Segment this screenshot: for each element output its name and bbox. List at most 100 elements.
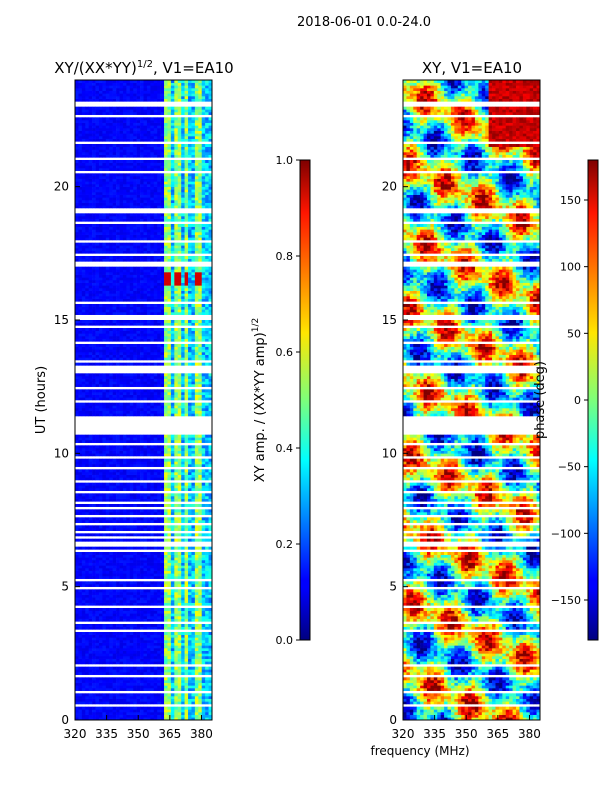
heatmap-cell <box>198 461 203 465</box>
heatmap-cell <box>112 602 117 606</box>
heatmap-cell <box>164 656 168 659</box>
heatmap-cell <box>167 573 172 577</box>
heatmap-cell <box>85 389 89 393</box>
heatmap-cell <box>191 594 196 598</box>
heatmap-cell <box>205 293 209 297</box>
heatmap-cell <box>181 304 185 307</box>
heatmap-cell <box>92 277 96 281</box>
heatmap-cell <box>157 509 161 513</box>
heatmap-cell <box>150 626 155 630</box>
heatmap-cell <box>167 557 172 561</box>
heatmap-cell <box>167 288 172 291</box>
heatmap-cell <box>205 408 209 411</box>
heatmap-cell <box>157 693 161 697</box>
heatmap-cell <box>112 469 117 473</box>
heatmap-cell <box>205 685 209 689</box>
heatmap-cell <box>126 346 131 350</box>
heatmap-cell <box>184 394 189 398</box>
heatmap-cell <box>157 394 161 398</box>
heatmap-cell <box>146 666 151 670</box>
heatmap-cell <box>174 453 179 457</box>
heatmap-cell <box>167 624 172 627</box>
heatmap-cell <box>160 634 165 638</box>
heatmap-cell <box>92 354 96 358</box>
heatmap-cell <box>129 464 134 467</box>
heatmap-cell <box>126 552 131 555</box>
heatmap-cell <box>150 290 155 294</box>
heatmap-cell <box>140 450 144 454</box>
heatmap-cell <box>78 298 83 302</box>
heatmap-cell <box>129 669 134 673</box>
heatmap-cell <box>181 461 185 465</box>
heatmap-cell <box>112 648 117 651</box>
heatmap-cell <box>116 589 120 593</box>
heatmap-cell <box>150 509 155 513</box>
heatmap-cell <box>116 288 120 291</box>
heatmap-cell <box>81 277 86 281</box>
heatmap-cell <box>167 613 172 617</box>
heatmap-cell <box>188 528 192 531</box>
heatmap-cell <box>136 485 141 489</box>
heatmap-cell <box>85 280 89 283</box>
heatmap-cell <box>201 344 206 347</box>
heatmap-cell <box>170 498 175 502</box>
heatmap-cell <box>181 613 185 617</box>
heatmap-cell <box>122 394 127 398</box>
heatmap-cell <box>188 482 192 486</box>
heatmap-cell <box>205 576 209 579</box>
heatmap-cell <box>198 637 203 641</box>
heatmap-cell <box>126 618 131 622</box>
heatmap-cell <box>198 437 203 441</box>
heatmap-cell <box>116 592 120 595</box>
heatmap-cell <box>119 312 124 315</box>
heatmap-cell <box>85 434 89 438</box>
heatmap-cell <box>164 373 168 377</box>
heatmap-cell <box>205 392 209 395</box>
heatmap-cell <box>119 661 124 665</box>
heatmap-cell <box>174 557 179 561</box>
heatmap-cell <box>181 709 185 713</box>
heatmap-cell <box>119 677 124 681</box>
heatmap-cell <box>133 498 137 502</box>
heatmap-cell <box>85 546 89 550</box>
heatmap-cell <box>116 661 120 665</box>
heatmap-cell <box>198 517 203 521</box>
heatmap-cell <box>143 512 148 515</box>
heatmap-cell <box>116 626 120 630</box>
heatmap-cell <box>146 626 151 630</box>
heatmap-cell <box>174 389 179 393</box>
heatmap-cell <box>188 672 192 675</box>
heatmap-cell <box>122 440 127 443</box>
heatmap-cell <box>194 312 199 315</box>
heatmap-cell <box>160 608 165 611</box>
heatmap-cell <box>160 509 165 513</box>
heatmap-cell <box>140 546 144 550</box>
heatmap-cell <box>153 656 158 659</box>
heatmap-cell <box>198 562 203 566</box>
heatmap-cell <box>205 712 209 715</box>
heatmap-cell <box>129 560 134 563</box>
heatmap-cell <box>170 560 175 563</box>
heatmap-cell <box>146 650 151 654</box>
heatmap-cell <box>133 410 137 414</box>
heatmap-cell <box>174 362 179 366</box>
heatmap-cell <box>146 437 151 441</box>
heatmap-cell <box>105 498 110 502</box>
heatmap-cell <box>205 701 209 705</box>
heatmap-cell <box>167 658 172 662</box>
heatmap-cell <box>184 608 189 611</box>
heatmap-cell <box>194 288 199 291</box>
heatmap-cell <box>143 680 148 683</box>
heatmap-cell <box>126 453 131 457</box>
heatmap-cell <box>164 645 168 649</box>
heatmap-cell <box>105 352 110 355</box>
heatmap-cell <box>122 562 127 566</box>
heatmap-cell <box>201 560 206 563</box>
heatmap-cell <box>164 477 168 481</box>
heatmap-cell <box>88 277 93 281</box>
heatmap-cell <box>116 402 120 406</box>
heatmap-cell <box>194 696 199 699</box>
heatmap-cell <box>170 477 175 481</box>
heatmap-cell <box>112 597 117 601</box>
heatmap-cell <box>208 525 213 529</box>
